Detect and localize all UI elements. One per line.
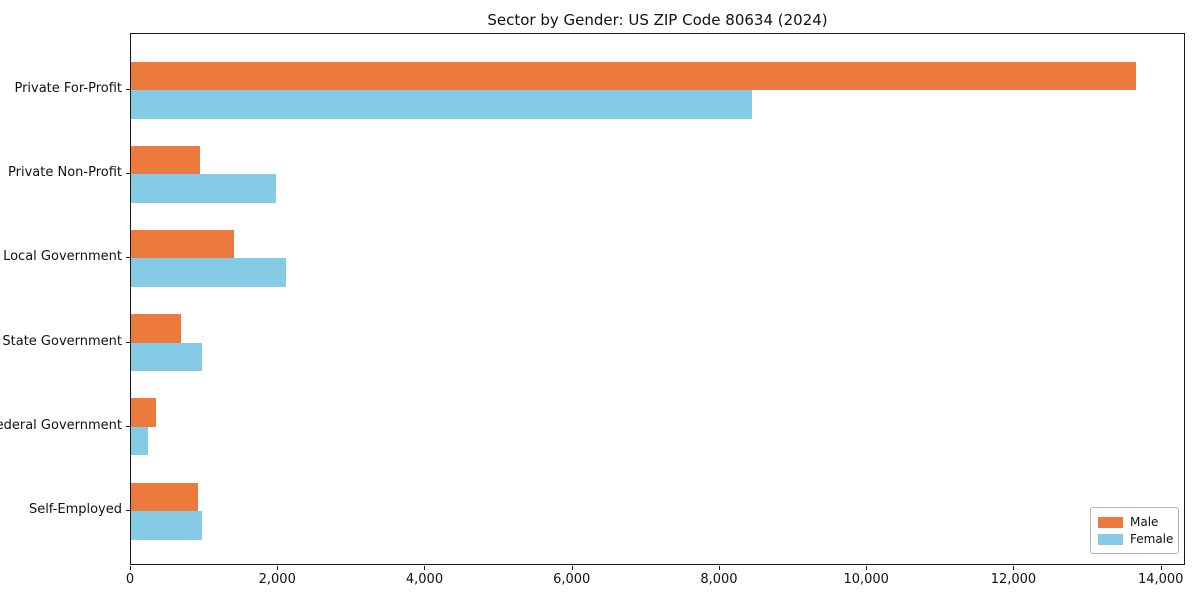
x-tick-mark <box>866 566 868 570</box>
x-tick-mark <box>718 566 720 570</box>
y-tick-label: Local Government <box>3 249 122 265</box>
bar-male-2 <box>131 229 235 259</box>
y-tick-mark <box>126 257 130 259</box>
y-tick-label: Private Non-Profit <box>8 165 122 181</box>
bar-female-0 <box>131 90 753 119</box>
y-tick-mark <box>126 89 130 90</box>
legend-swatch-female <box>1098 533 1123 545</box>
x-tick-label: 4,000 <box>405 572 444 587</box>
bar-male-1 <box>131 145 200 175</box>
plot-area <box>130 33 1185 565</box>
y-tick-label: Self-Employed <box>28 502 122 517</box>
x-tick-label: 14,000 <box>1137 572 1184 587</box>
y-tick-mark <box>126 173 130 175</box>
legend-label-male: Male <box>1130 515 1159 529</box>
bar-female-5 <box>131 511 202 540</box>
x-tick-label: 12,000 <box>990 572 1037 587</box>
bar-male-5 <box>131 482 198 511</box>
x-tick-mark <box>424 566 426 570</box>
y-tick-label: State Government <box>2 333 122 349</box>
x-tick-mark <box>1013 566 1015 570</box>
x-tick-label: 8,000 <box>700 572 738 587</box>
y-tick-mark <box>126 341 130 343</box>
x-tick-mark <box>130 566 131 570</box>
legend-label-female: Female <box>1130 532 1174 546</box>
x-tick-mark <box>571 566 573 570</box>
bar-female-4 <box>131 426 148 456</box>
x-tick-label: 6,000 <box>553 572 591 587</box>
x-tick-label: 0 <box>125 572 135 587</box>
legend-swatch-male <box>1098 516 1123 528</box>
x-tick-mark <box>1160 566 1162 570</box>
legend-entry-female: Female <box>1098 532 1174 546</box>
bar-female-3 <box>131 342 202 372</box>
x-tick-mark <box>277 566 279 570</box>
bar-female-2 <box>131 258 286 287</box>
x-tick-label: 10,000 <box>843 572 889 587</box>
bar-male-4 <box>131 398 157 427</box>
bar-male-0 <box>131 61 1136 90</box>
chart-title: Sector by Gender: US ZIP Code 80634 (202… <box>487 11 828 29</box>
bar-male-3 <box>131 314 182 343</box>
y-tick-mark <box>126 510 130 511</box>
bar-female-1 <box>131 174 276 203</box>
y-tick-mark <box>126 425 130 427</box>
x-tick-label: 2,000 <box>258 572 296 587</box>
y-tick-label: Federal Government <box>0 417 122 433</box>
y-tick-label: Private For-Profit <box>14 81 122 96</box>
legend: Male Female <box>1090 507 1179 554</box>
legend-entry-male: Male <box>1098 516 1171 528</box>
